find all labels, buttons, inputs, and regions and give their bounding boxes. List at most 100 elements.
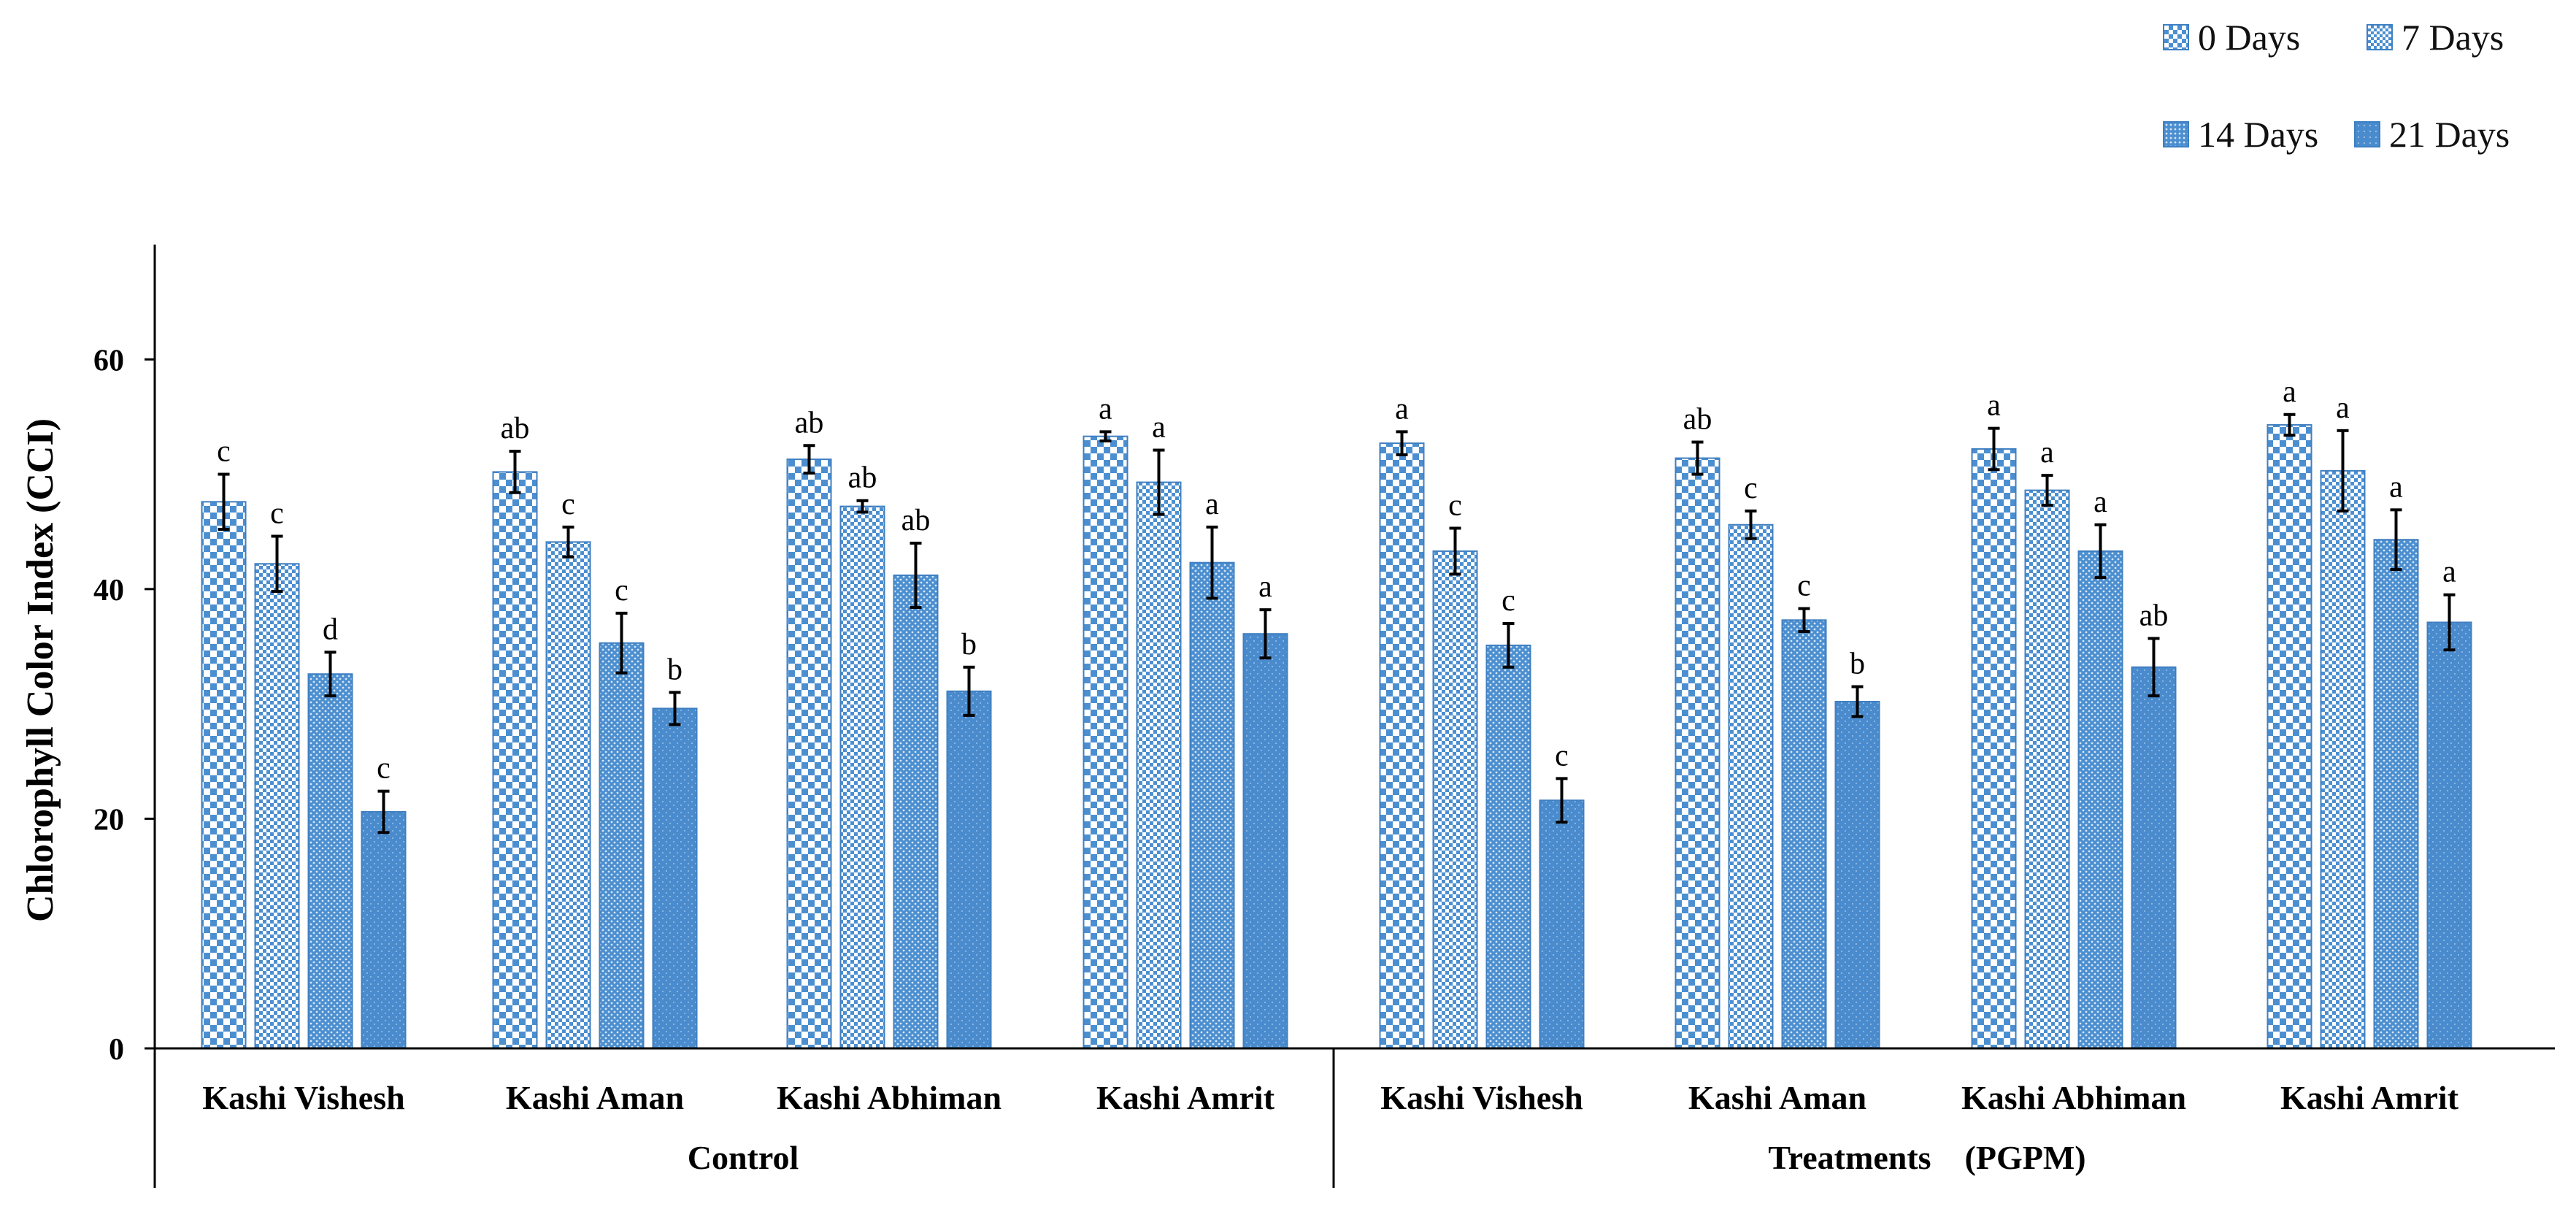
significance-label-cat6-0-days: a bbox=[1987, 389, 2001, 423]
significance-label-cat2-7-days: ab bbox=[848, 461, 877, 495]
significance-label-cat1-0-days: ab bbox=[501, 412, 530, 445]
significance-label-cat7-21-days: a bbox=[2442, 556, 2456, 589]
bar-cat2-7-days bbox=[839, 505, 885, 1049]
bar-cat6-0-days bbox=[1971, 448, 2017, 1049]
error-bar-cat6-0-days bbox=[1988, 426, 2000, 472]
significance-label-cat5-0-days: ab bbox=[1683, 403, 1712, 437]
bar-cat1-21-days bbox=[652, 707, 698, 1049]
error-bar-cat5-14-days bbox=[1798, 607, 1810, 634]
bar-cat3-14-days bbox=[1189, 561, 1235, 1049]
legend-label-14-days: 14 Days bbox=[2198, 114, 2319, 155]
bar-cat0-14-days bbox=[307, 673, 353, 1049]
legend-label-0-days: 0 Days bbox=[2198, 17, 2301, 58]
x-tick-label-kashi-aman-1: Kashi Aman bbox=[506, 1079, 684, 1116]
bar-cat5-14-days bbox=[1781, 619, 1827, 1049]
legend-label-7-days: 7 Days bbox=[2402, 17, 2504, 58]
y-axis-label: Chlorophyll Color Index (CCI) bbox=[20, 418, 61, 922]
bar-cat4-14-days bbox=[1485, 644, 1531, 1049]
error-bar-cat5-0-days bbox=[1691, 440, 1704, 476]
error-bar-cat1-0-days bbox=[509, 450, 521, 494]
error-bar-cat6-14-days bbox=[2094, 523, 2107, 580]
significance-label-cat6-14-days: a bbox=[2094, 485, 2107, 519]
x-tick-label-kashi-aman-5: Kashi Aman bbox=[1688, 1079, 1866, 1116]
bar-cat5-0-days bbox=[1675, 457, 1720, 1049]
bar-cat7-7-days bbox=[2320, 469, 2366, 1049]
x-tick-label-kashi-amrit-3: Kashi Amrit bbox=[1096, 1079, 1275, 1116]
x-tick-label-kashi-amrit-7: Kashi Amrit bbox=[2280, 1079, 2459, 1116]
legend-item-21-days: 21 Days bbox=[2354, 113, 2510, 156]
y-tick-label-60: 60 bbox=[93, 344, 124, 377]
significance-label-cat0-14-days: d bbox=[323, 613, 338, 646]
error-bar-cat0-21-days bbox=[377, 789, 390, 834]
bar-cat6-21-days bbox=[2131, 666, 2177, 1049]
error-bar-cat5-7-days bbox=[1745, 509, 1757, 540]
significance-label-cat5-7-days: c bbox=[1744, 472, 1758, 505]
error-bar-cat2-0-days bbox=[803, 444, 815, 475]
y-tick-label-40: 40 bbox=[93, 574, 124, 607]
bar-cat7-21-days bbox=[2426, 621, 2472, 1049]
x-tick-label-kashi-abhiman-6: Kashi Abhiman bbox=[1961, 1079, 2186, 1116]
significance-label-cat3-14-days: a bbox=[1205, 488, 1219, 521]
bar-cat0-7-days bbox=[254, 563, 300, 1049]
significance-label-cat1-21-days: b bbox=[667, 653, 683, 686]
error-bar-cat3-7-days bbox=[1153, 448, 1165, 516]
significance-label-cat3-0-days: a bbox=[1099, 392, 1112, 426]
error-bar-cat4-7-days bbox=[1449, 526, 1461, 576]
bar-cat2-14-days bbox=[893, 574, 939, 1049]
bar-cat1-0-days bbox=[492, 471, 538, 1049]
error-bar-cat7-7-days bbox=[2337, 429, 2349, 513]
bar-cat5-21-days bbox=[1834, 700, 1880, 1049]
error-bar-cat0-0-days bbox=[218, 472, 230, 531]
significance-label-cat7-7-days: a bbox=[2336, 391, 2350, 425]
bar-cat7-14-days bbox=[2373, 539, 2419, 1049]
significance-label-cat3-7-days: a bbox=[1152, 411, 1166, 445]
error-bar-cat3-14-days bbox=[1206, 525, 1218, 600]
legend-swatch-21-days bbox=[2354, 121, 2380, 147]
significance-label-cat7-14-days: a bbox=[2389, 470, 2403, 504]
bar-cat4-7-days bbox=[1432, 550, 1478, 1049]
error-bar-cat1-14-days bbox=[615, 611, 628, 675]
significance-label-cat4-0-days: a bbox=[1395, 392, 1409, 426]
group-label-treatments-pgpm: Treatments (PGPM) bbox=[1768, 1139, 2085, 1176]
bar-cat3-7-days bbox=[1136, 481, 1182, 1049]
significance-label-cat1-14-days: c bbox=[615, 574, 628, 607]
significance-label-cat6-7-days: a bbox=[2040, 436, 2054, 469]
bar-cat3-0-days bbox=[1083, 435, 1129, 1049]
bar-cat4-21-days bbox=[1539, 799, 1585, 1049]
significance-label-cat5-14-days: c bbox=[1797, 569, 1811, 603]
error-bar-cat7-14-days bbox=[2390, 508, 2402, 572]
error-bar-cat1-7-days bbox=[562, 525, 574, 559]
legend-label-21-days: 21 Days bbox=[2389, 114, 2510, 155]
significance-label-cat2-14-days: ab bbox=[901, 504, 931, 537]
legend-item-14-days: 14 Days bbox=[2163, 113, 2318, 156]
significance-label-cat4-14-days: c bbox=[1502, 584, 1515, 618]
significance-label-cat0-7-days: c bbox=[270, 497, 284, 531]
error-bar-cat3-21-days bbox=[1259, 608, 1272, 660]
error-bar-cat2-7-days bbox=[856, 499, 869, 514]
x-tick-label-kashi-vishesh-4: Kashi Vishesh bbox=[1380, 1079, 1583, 1116]
bar-cat4-0-days bbox=[1379, 442, 1425, 1049]
significance-label-cat5-21-days: b bbox=[1850, 648, 1865, 681]
error-bar-cat4-0-days bbox=[1396, 430, 1408, 456]
error-bar-cat1-21-days bbox=[669, 691, 681, 726]
significance-label-cat3-21-days: a bbox=[1258, 570, 1272, 604]
axes-layer: 0 20 40 60 Kashi Vishesh Kashi Aman Kashi Abhi… bbox=[93, 245, 2555, 1188]
significance-label-cat7-0-days: a bbox=[2283, 375, 2296, 409]
bar-cat7-0-days bbox=[2267, 423, 2312, 1049]
error-bar-cat7-21-days bbox=[2443, 593, 2456, 652]
significance-label-cat2-21-days: b bbox=[961, 628, 977, 661]
error-bar-cat4-14-days bbox=[1502, 622, 1515, 669]
bar-cat3-21-days bbox=[1242, 633, 1288, 1049]
error-bar-cat3-0-days bbox=[1099, 430, 1112, 442]
significance-label-cat1-7-days: c bbox=[561, 488, 575, 521]
error-bar-cat2-21-days bbox=[963, 665, 975, 717]
legend-swatch-0-days bbox=[2163, 24, 2189, 50]
error-bar-cat2-14-days bbox=[910, 541, 922, 610]
error-bar-cat4-21-days bbox=[1556, 777, 1568, 824]
significance-label-cat2-0-days: ab bbox=[795, 406, 824, 440]
error-bar-cat0-14-days bbox=[324, 650, 337, 698]
bar-cat1-14-days bbox=[599, 642, 645, 1049]
bar-cat6-14-days bbox=[2077, 550, 2123, 1049]
significance-label-cat4-21-days: c bbox=[1555, 739, 1569, 772]
